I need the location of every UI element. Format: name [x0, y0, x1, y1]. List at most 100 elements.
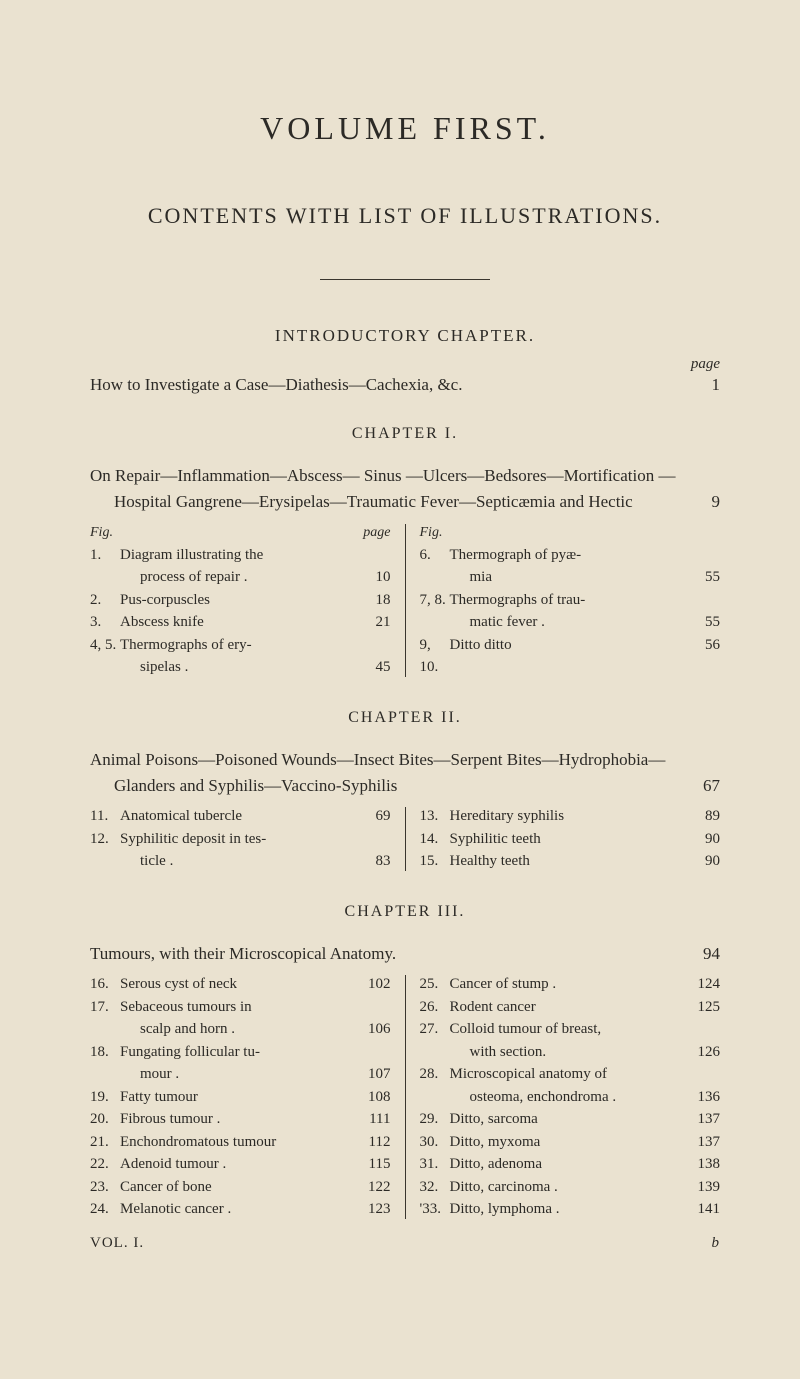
- fig-text: Thermographs of trau-: [450, 589, 685, 612]
- introductory-heading: INTRODUCTORY CHAPTER.: [90, 326, 720, 346]
- fig-number: [420, 566, 450, 589]
- fig-text: ticle .: [120, 850, 355, 873]
- list-item: 3.Abscess knife21: [90, 611, 391, 634]
- fig-text: Fungating follicular tu-: [120, 1041, 355, 1064]
- fig-text: Ditto, sarcoma: [450, 1108, 685, 1131]
- list-item: 31.Ditto, adenoma138: [420, 1153, 721, 1176]
- chapter-3-col-left: 16.Serous cyst of neck10217.Sebaceous tu…: [90, 973, 391, 1221]
- fig-page: 102: [355, 973, 391, 996]
- fig-text: Serous cyst of neck: [120, 973, 355, 996]
- fig-page: 126: [684, 1041, 720, 1064]
- list-item: 19.Fatty tumour108: [90, 1086, 391, 1109]
- fig-number: 23.: [90, 1176, 120, 1199]
- fig-page: [355, 1041, 391, 1064]
- fig-number: 9, 10.: [420, 634, 450, 679]
- fig-number: 24.: [90, 1198, 120, 1221]
- fig-number: 12.: [90, 828, 120, 851]
- chapter-1-entry-page: 9: [676, 489, 720, 515]
- page-label-col: page: [363, 525, 390, 540]
- fig-number: 13.: [420, 805, 450, 828]
- fig-text: Cancer of bone: [120, 1176, 355, 1199]
- list-item: process of repair .10: [90, 566, 391, 589]
- list-item: 26.Rodent cancer125: [420, 996, 721, 1019]
- fig-page: 10: [355, 566, 391, 589]
- list-item: 23.Cancer of bone122: [90, 1176, 391, 1199]
- fig-number: 25.: [420, 973, 450, 996]
- list-item: sipelas .45: [90, 656, 391, 679]
- fig-number: 32.: [420, 1176, 450, 1199]
- fig-text: Syphilitic teeth: [450, 828, 685, 851]
- fig-number: [420, 611, 450, 634]
- list-item: matic fever .55: [420, 611, 721, 634]
- list-item: 27.Colloid tumour of breast,: [420, 1018, 721, 1041]
- fig-number: [90, 1018, 120, 1041]
- fig-number: 16.: [90, 973, 120, 996]
- fig-text: Ditto, lymphoma .: [450, 1198, 685, 1221]
- fig-text: Cancer of stump .: [450, 973, 685, 996]
- fig-text: process of repair .: [120, 566, 355, 589]
- list-item: 12.Syphilitic deposit in tes-: [90, 828, 391, 851]
- list-item: osteoma, enchondroma .136: [420, 1086, 721, 1109]
- fig-number: 27.: [420, 1018, 450, 1041]
- list-item: 7, 8.Thermographs of trau-: [420, 589, 721, 612]
- fig-page: 18: [355, 589, 391, 612]
- chapter-1-columns: Fig. page 1.Diagram illustrating theproce…: [90, 522, 720, 679]
- fig-text: Syphilitic deposit in tes-: [120, 828, 355, 851]
- chapter-3-heading: CHAPTER III.: [90, 903, 720, 921]
- fig-number: 29.: [420, 1108, 450, 1131]
- fig-number: 4, 5.: [90, 634, 120, 657]
- fig-number: 19.: [90, 1086, 120, 1109]
- fig-label: Fig.: [420, 522, 443, 543]
- fig-text: Anatomical tubercle: [120, 805, 355, 828]
- fig-number: '33.: [420, 1198, 450, 1221]
- volume-title: VOLUME FIRST.: [90, 110, 720, 147]
- fig-number: 11.: [90, 805, 120, 828]
- fig-number: 18.: [90, 1041, 120, 1064]
- fig-page: 55: [684, 566, 720, 589]
- fig-page: [355, 544, 391, 567]
- fig-number: 6.: [420, 544, 450, 567]
- list-item: ticle .83: [90, 850, 391, 873]
- chapter-2-entry-text: Animal Poisons—Poisoned Wounds—Insect Bi…: [90, 747, 676, 800]
- fig-number: 1.: [90, 544, 120, 567]
- fig-page: 115: [355, 1153, 391, 1176]
- fig-page: 69: [355, 805, 391, 828]
- chapter-2-entry: Animal Poisons—Poisoned Wounds—Insect Bi…: [90, 747, 720, 800]
- chapter-3-columns: 16.Serous cyst of neck10217.Sebaceous tu…: [90, 973, 720, 1221]
- fig-text: Diagram illustrating the: [120, 544, 355, 567]
- chapter-2-col-right: 13.Hereditary syphilis8914.Syphilitic te…: [420, 805, 721, 873]
- intro-entry-text: How to Investigate a Case—Diathesis—Cach…: [90, 375, 462, 395]
- fig-page: 124: [684, 973, 720, 996]
- fig-number: [420, 1086, 450, 1109]
- fig-text: Hereditary syphilis: [450, 805, 685, 828]
- fig-text: osteoma, enchondroma .: [450, 1086, 685, 1109]
- fig-page: [355, 634, 391, 657]
- list-item: 32.Ditto, carcinoma .139: [420, 1176, 721, 1199]
- fig-text: Fibrous tumour .: [120, 1108, 355, 1131]
- fig-number: 15.: [420, 850, 450, 873]
- fig-text: Melanotic cancer .: [120, 1198, 355, 1221]
- list-item: 2.Pus-corpuscles18: [90, 589, 391, 612]
- list-item: 1.Diagram illustrating the: [90, 544, 391, 567]
- fig-text: matic fever .: [450, 611, 685, 634]
- footer-sig: b: [712, 1235, 721, 1252]
- fig-page: [684, 1018, 720, 1041]
- chapter-1-col-right: Fig. 6.Thermograph of pyæ-mia557, 8.Ther…: [420, 522, 721, 679]
- intro-entry: How to Investigate a Case—Diathesis—Cach…: [90, 375, 720, 395]
- fig-page: 89: [684, 805, 720, 828]
- fig-text: Thermograph of pyæ-: [450, 544, 685, 567]
- fig-page: 21: [355, 611, 391, 634]
- list-item: 20.Fibrous tumour .111: [90, 1108, 391, 1131]
- fig-page: 111: [355, 1108, 391, 1131]
- list-item: 30.Ditto, myxoma137: [420, 1131, 721, 1154]
- fig-page: 112: [355, 1131, 391, 1154]
- fig-page: 138: [684, 1153, 720, 1176]
- fig-text: scalp and horn .: [120, 1018, 355, 1041]
- fig-number: 21.: [90, 1131, 120, 1154]
- fig-page: 90: [684, 850, 720, 873]
- fig-page: 108: [355, 1086, 391, 1109]
- chapter-3-col-right: 25.Cancer of stump .12426.Rodent cancer1…: [420, 973, 721, 1221]
- fig-page: [355, 996, 391, 1019]
- fig-number: [90, 850, 120, 873]
- fig-page: 106: [355, 1018, 391, 1041]
